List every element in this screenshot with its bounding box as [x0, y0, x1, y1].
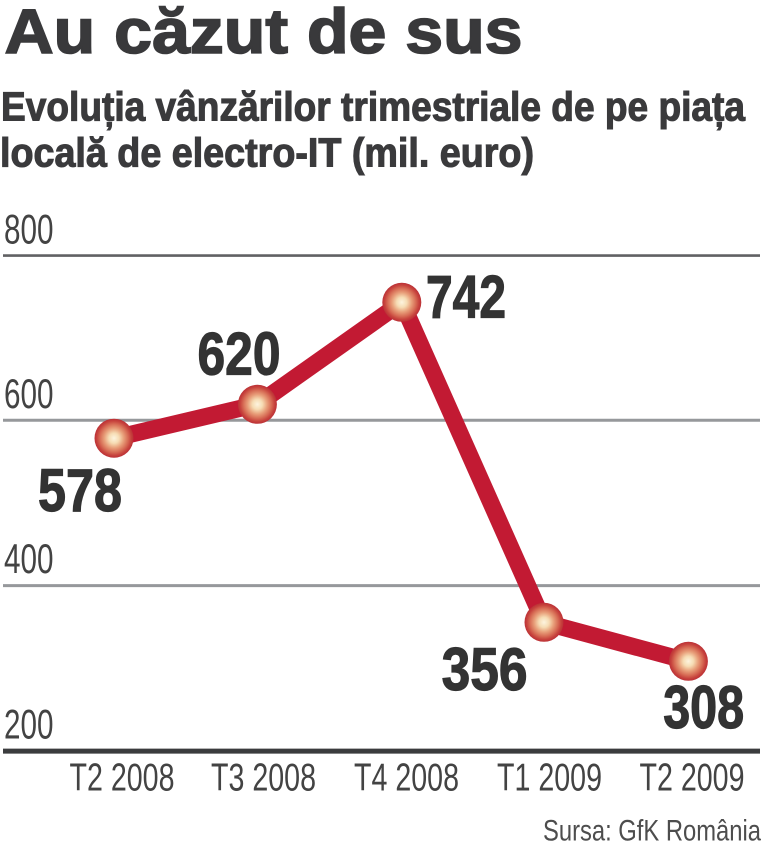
- svg-text:620: 620: [198, 320, 281, 388]
- svg-text:742: 742: [426, 262, 506, 330]
- svg-text:600: 600: [4, 370, 54, 417]
- svg-text:800: 800: [4, 205, 54, 252]
- svg-text:Sursa: GfK România: Sursa: GfK România: [543, 814, 761, 846]
- svg-text:T1 2009: T1 2009: [497, 757, 602, 800]
- svg-text:T4 2008: T4 2008: [354, 757, 459, 800]
- svg-text:Au căzut de sus: Au căzut de sus: [5, 0, 523, 67]
- svg-text:T2 2008: T2 2008: [70, 757, 175, 800]
- svg-text:400: 400: [4, 535, 54, 582]
- svg-text:200: 200: [4, 701, 54, 748]
- svg-text:locală de electro-IT (mil. eur: locală de electro-IT (mil. euro): [0, 129, 534, 175]
- svg-text:308: 308: [663, 673, 744, 741]
- svg-text:T2 2009: T2 2009: [640, 757, 745, 800]
- svg-text:Evoluția vânzărilor trimestria: Evoluția vânzărilor trimestriale de pe p…: [1, 83, 745, 129]
- svg-text:T3 2008: T3 2008: [211, 757, 316, 800]
- svg-text:578: 578: [38, 456, 122, 524]
- svg-text:356: 356: [442, 635, 528, 703]
